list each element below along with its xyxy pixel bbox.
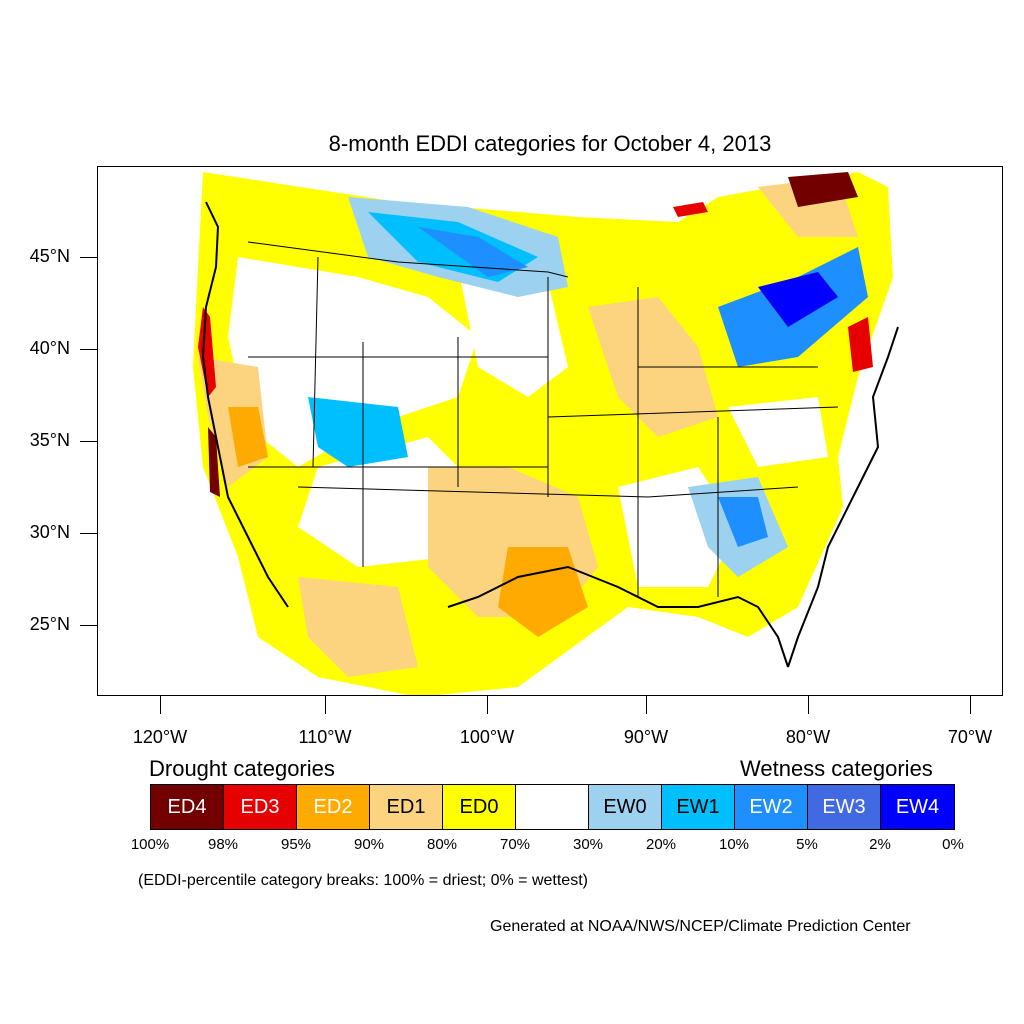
lon-label: 100°W — [459, 727, 515, 747]
legend-box-ew1: EW1 — [662, 785, 735, 829]
map-title: 8-month EDDI categories for October 4, 2… — [328, 131, 772, 156]
ew2-region — [418, 227, 528, 277]
ed3-region — [198, 307, 216, 397]
ed4-region — [788, 172, 858, 207]
ed1-region — [298, 577, 418, 677]
lon-tick — [160, 696, 161, 714]
legend-box-ew3: EW3 — [808, 785, 881, 829]
eddi-map — [193, 172, 899, 695]
credit-line: Generated at NOAA/NWS/NCEP/Climate Predi… — [490, 918, 911, 935]
neutral-region — [728, 397, 828, 467]
legend-box-ew0: EW0 — [589, 785, 662, 829]
break-label: 95% — [280, 836, 312, 853]
break-label: 20% — [645, 836, 677, 853]
legend-box-ew4: EW4 — [881, 785, 954, 829]
state-border — [547, 406, 839, 418]
west-coast — [201, 201, 289, 608]
lon-label: 90°W — [623, 727, 669, 747]
category-note: (EDDI-percentile category breaks: 100% =… — [138, 872, 588, 889]
lon-tick — [487, 696, 488, 714]
wetness-heading: Wetness categories — [740, 756, 933, 781]
break-label: 90% — [353, 836, 385, 853]
ed2-region — [498, 547, 588, 637]
break-label: 70% — [499, 836, 531, 853]
lat-label: 30°N — [29, 522, 70, 542]
lon-tick — [325, 696, 326, 714]
eddi-regions — [193, 172, 893, 695]
break-label: 10% — [718, 836, 750, 853]
break-label: 30% — [572, 836, 604, 853]
lat-label: 40°N — [29, 338, 70, 358]
state-border — [312, 256, 319, 468]
legend-box-ed2: ED2 — [297, 785, 370, 829]
gulf-coast — [447, 565, 789, 668]
lat-tick — [80, 625, 97, 626]
lat-label: 45°N — [29, 246, 70, 266]
lat-tick — [80, 533, 97, 534]
lon-tick — [646, 696, 647, 714]
coastline — [201, 201, 899, 668]
neutral-region — [228, 257, 478, 467]
legend-box-ed3: ED3 — [224, 785, 297, 829]
lat-label: 35°N — [29, 430, 70, 450]
lon-tick — [970, 696, 971, 714]
lon-tick — [808, 696, 809, 714]
legend-box-ed0: ED0 — [443, 785, 516, 829]
neutral-region — [458, 267, 568, 397]
legend-box-ed1: ED1 — [370, 785, 443, 829]
lat-tick — [80, 349, 97, 350]
lon-label: 120°W — [132, 727, 188, 747]
break-label: 80% — [426, 836, 458, 853]
break-label: 0% — [942, 836, 964, 853]
ed4-region — [208, 427, 220, 497]
ed3-region — [848, 317, 873, 372]
east-coast — [787, 326, 899, 668]
lat-tick — [80, 257, 97, 258]
break-label: 100% — [130, 836, 170, 853]
canada-border — [247, 241, 569, 278]
ed3-region — [673, 202, 708, 217]
lat-tick — [80, 441, 97, 442]
lon-label: 110°W — [298, 727, 352, 747]
ed2-region — [228, 407, 268, 467]
ew2-region — [718, 497, 768, 547]
legend-box-ew2: EW2 — [735, 785, 808, 829]
state-border — [297, 486, 799, 498]
legend-box-ed4: ED4 — [151, 785, 224, 829]
ew1-region — [308, 397, 408, 467]
map-panel — [97, 166, 1003, 696]
drought-heading: Drought categories — [149, 756, 335, 781]
lat-label: 25°N — [29, 614, 70, 634]
legend-box-neutral — [516, 785, 589, 829]
lon-label: 80°W — [785, 727, 831, 747]
lon-label: 70°W — [947, 727, 993, 747]
break-label: 98% — [207, 836, 239, 853]
category-legend: ED4 ED3 ED2 ED1 ED0 EW0 EW1 EW2 EW3 EW4 — [150, 784, 955, 830]
break-label: 5% — [796, 836, 818, 853]
state-borders — [247, 241, 839, 597]
break-label: 2% — [869, 836, 891, 853]
ew4-region — [758, 272, 838, 327]
